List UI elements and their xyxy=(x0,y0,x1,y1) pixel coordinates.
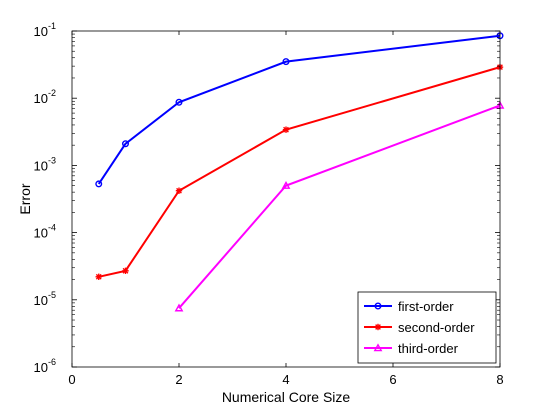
legend-swatch-marker xyxy=(373,343,383,352)
data-point-2-3-stroke xyxy=(176,187,182,194)
x-tick-label: 8 xyxy=(496,372,503,387)
series-line-1 xyxy=(97,34,501,185)
data-point-1-3 xyxy=(175,98,183,106)
y-tick-label: 10 -6 xyxy=(34,357,56,375)
y-tick-label-base: 10 xyxy=(34,293,48,308)
x-tick-label: 0 xyxy=(68,372,75,387)
axes-layer: 0 2 4 6 810-610-510-410-310-210-1 xyxy=(34,21,504,387)
data-point-2-4 xyxy=(282,126,290,133)
data-point-3-1 xyxy=(174,303,184,312)
x-tick-label: 6 xyxy=(389,372,396,387)
data-point-2-1-stroke xyxy=(95,273,102,280)
data-point-1-1 xyxy=(95,180,103,188)
legend-swatch-marker-stroke xyxy=(375,324,381,330)
y-tick-label: 10 -4 xyxy=(34,223,56,241)
data-point-3-2 xyxy=(281,180,291,189)
y-tick-label-base: 10 xyxy=(34,226,48,241)
x-tick-label: 4 xyxy=(282,372,289,387)
series-2 xyxy=(95,63,504,280)
legend-swatch-marker xyxy=(374,323,382,331)
legend-item-1: first-order xyxy=(364,299,454,314)
data-point-2-3 xyxy=(175,187,183,194)
y-tick-label: 10 -2 xyxy=(34,88,56,106)
data-point-2-2-stroke xyxy=(122,267,129,274)
data-point-1-2 xyxy=(121,140,129,148)
x-tick-label: 2 xyxy=(175,372,182,387)
data-point-2-1 xyxy=(95,273,102,280)
legend-item-3: third-order xyxy=(364,341,459,356)
x-axis-label: Numerical Core Size xyxy=(222,389,351,405)
y-tick-label-exponent: -6 xyxy=(48,357,56,367)
y-tick-label: 10 -1 xyxy=(34,21,56,39)
y-tick-label-exponent: -4 xyxy=(48,223,56,233)
y-tick-label-exponent: -2 xyxy=(48,88,56,98)
y-tick-label: 10 -5 xyxy=(34,290,56,308)
y-tick-label-exponent: -3 xyxy=(48,155,56,165)
legend-swatch-marker xyxy=(374,302,382,310)
legend-label: third-order xyxy=(398,341,459,356)
legend-item-2: second-order xyxy=(364,320,475,335)
y-tick-label-base: 10 xyxy=(34,158,48,173)
data-point-1-4 xyxy=(282,58,290,66)
data-point-2-4-stroke xyxy=(283,126,289,133)
y-tick-label-base: 10 xyxy=(34,91,48,106)
legend: first-order second-order third-order xyxy=(357,291,497,364)
legend-label: second-order xyxy=(398,320,475,335)
data-point-2-2 xyxy=(122,267,129,275)
y-axis-label: Error xyxy=(17,183,33,214)
y-tick-label-exponent: -1 xyxy=(48,21,56,31)
y-tick-label-base: 10 xyxy=(34,24,48,39)
series-layer xyxy=(95,32,505,312)
series-line-3 xyxy=(178,104,501,309)
y-tick-label-base: 10 xyxy=(34,360,48,375)
legend-label: first-order xyxy=(398,299,454,314)
y-tick-label-exponent: -5 xyxy=(48,290,56,300)
y-tick-label: 10 -3 xyxy=(34,155,56,173)
